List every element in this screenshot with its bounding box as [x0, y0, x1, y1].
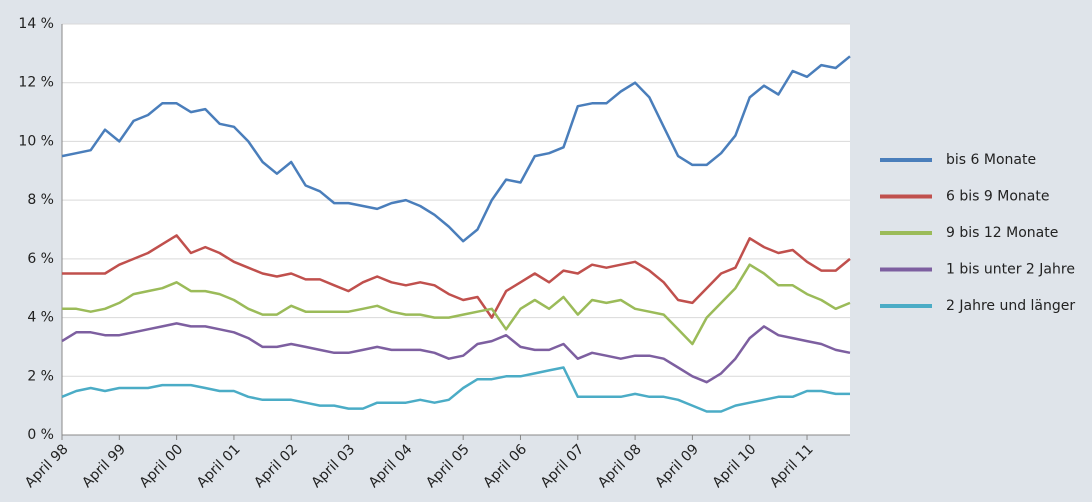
y-tick-label: 0 % — [27, 427, 54, 443]
legend-label: 1 bis unter 2 Jahre — [946, 262, 1075, 278]
line-series — [61, 366, 850, 413]
line-series — [61, 322, 851, 384]
y-tick-label: 8 % — [27, 192, 54, 208]
y-tick-label: 10 % — [18, 133, 54, 149]
y-tick-label: 6 % — [27, 251, 54, 267]
y-tick-label: 4 % — [27, 310, 54, 326]
legend-label: 2 Jahre und länger — [946, 298, 1075, 314]
legend-label: 6 bis 9 Monate — [946, 189, 1049, 205]
legend-label: 9 bis 12 Monate — [946, 225, 1058, 241]
y-tick-label: 14 % — [18, 16, 54, 32]
y-tick-label: 2 % — [27, 368, 54, 384]
legend-label: bis 6 Monate — [946, 152, 1036, 168]
plot-area — [62, 24, 850, 435]
line-series — [61, 55, 851, 243]
y-tick-label: 12 % — [18, 75, 54, 91]
line-series — [62, 263, 851, 346]
line-series — [62, 234, 851, 319]
